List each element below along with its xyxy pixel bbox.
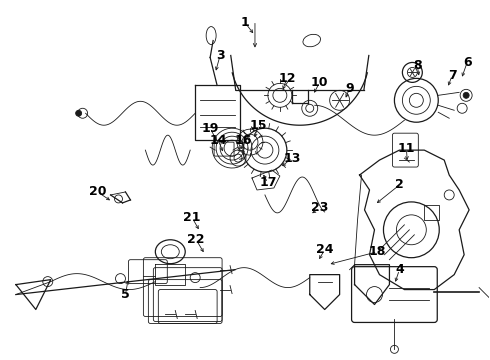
Text: 24: 24 [316,243,333,256]
Text: 7: 7 [448,69,457,82]
Text: 20: 20 [89,185,106,198]
Text: 15: 15 [249,119,267,132]
Text: 11: 11 [397,141,415,155]
Text: 16: 16 [234,134,252,147]
Text: 23: 23 [311,201,328,215]
Text: 14: 14 [209,134,227,147]
Text: 4: 4 [395,263,404,276]
Text: 8: 8 [413,59,422,72]
Circle shape [75,110,82,116]
Text: 9: 9 [345,82,354,95]
Text: 10: 10 [311,76,328,89]
Text: 3: 3 [216,49,224,62]
Text: 5: 5 [121,288,130,301]
Text: 13: 13 [283,152,300,165]
Text: 17: 17 [259,176,277,189]
Text: 6: 6 [463,56,471,69]
Text: 1: 1 [241,16,249,29]
Text: 12: 12 [278,72,295,85]
Text: 22: 22 [188,233,205,246]
Text: 21: 21 [183,211,201,224]
Text: 2: 2 [395,179,404,192]
Text: 19: 19 [201,122,219,135]
Text: 18: 18 [369,245,386,258]
Circle shape [463,92,469,98]
